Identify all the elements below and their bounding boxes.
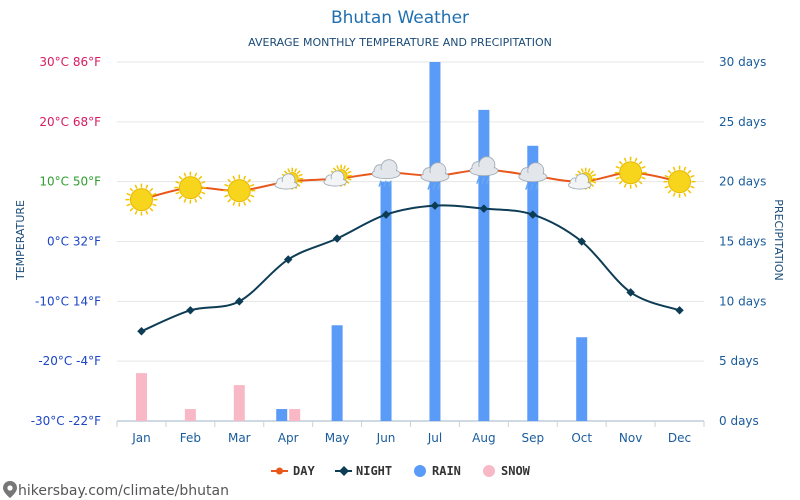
legend: DAY NIGHT RAIN SNOW bbox=[271, 464, 531, 478]
grid-lines bbox=[116, 61, 705, 427]
temperature-tick-label: 0°C 32°F bbox=[47, 235, 101, 249]
snow-bar bbox=[135, 373, 147, 421]
legend-night-label: NIGHT bbox=[356, 464, 392, 478]
sun-icon bbox=[174, 171, 207, 204]
source-link[interactable]: hikersbay.com/climate/bhutan bbox=[3, 481, 229, 499]
cloud-rain-icon bbox=[518, 162, 548, 190]
day-temperature-series bbox=[138, 166, 683, 203]
month-label: Mar bbox=[228, 431, 251, 445]
month-label: Oct bbox=[571, 431, 592, 445]
night-point bbox=[479, 204, 489, 213]
rain-bar bbox=[276, 409, 288, 421]
snow-bar bbox=[184, 409, 196, 421]
legend-item-night[interactable]: NIGHT bbox=[335, 464, 392, 478]
month-label: Jul bbox=[427, 431, 442, 445]
month-label: Nov bbox=[619, 431, 642, 445]
day-line bbox=[141, 168, 680, 201]
night-point bbox=[283, 255, 293, 264]
legend-snow-label: SNOW bbox=[501, 464, 531, 478]
temperature-tick-label: -20°C -4°F bbox=[38, 354, 101, 368]
precipitation-tick-label: 15 days bbox=[719, 235, 766, 249]
rain-bar bbox=[380, 181, 392, 421]
month-label: Jan bbox=[131, 431, 151, 445]
sun-icon bbox=[223, 174, 256, 207]
sun-icon bbox=[614, 156, 647, 189]
rain-bar bbox=[478, 109, 490, 421]
location-pin-icon bbox=[3, 481, 17, 498]
month-axis: Jan Feb Mar Apr May Jun Jul Aug Sep Oct Nov Dec bbox=[131, 431, 691, 445]
legend-item-snow[interactable]: SNOW bbox=[483, 464, 531, 478]
cloud-rain-icon bbox=[469, 156, 499, 184]
sun-icon bbox=[663, 165, 696, 198]
night-point bbox=[332, 234, 342, 243]
precipitation-axis-title: PRECIPITATION bbox=[772, 199, 785, 280]
weather-icons bbox=[125, 156, 696, 216]
night-point bbox=[430, 201, 440, 210]
precipitation-tick-label: 25 days bbox=[719, 115, 766, 129]
month-label: Aug bbox=[472, 431, 495, 445]
partly-cloudy-icon bbox=[568, 167, 597, 190]
night-line bbox=[141, 204, 680, 333]
temperature-axis: -30°C -22°F -20°C -4°F -10°C 14°F 0°C 32°F 1… bbox=[31, 55, 101, 428]
snow-bar bbox=[233, 385, 245, 421]
temperature-tick-label: 30°C 86°F bbox=[39, 55, 101, 69]
night-point bbox=[381, 210, 391, 219]
night-point bbox=[675, 306, 684, 315]
temperature-tick-label: -30°C -22°F bbox=[31, 414, 101, 428]
precipitation-axis: 0 days 5 days 10 days 15 days 20 days 25 days… bbox=[719, 55, 766, 428]
source-url[interactable]: hikersbay.com/climate/bhutan bbox=[18, 483, 229, 499]
chart-subtitle: AVERAGE MONTHLY TEMPERATURE AND PRECIPIT… bbox=[248, 36, 552, 49]
rain-bar bbox=[527, 145, 539, 421]
month-label: Dec bbox=[668, 431, 691, 445]
rain-bar bbox=[331, 325, 343, 421]
precipitation-tick-label: 0 days bbox=[719, 414, 759, 428]
precipitation-tick-label: 30 days bbox=[719, 55, 766, 69]
legend-item-day[interactable]: DAY bbox=[271, 464, 315, 478]
legend-day-label: DAY bbox=[293, 464, 315, 478]
cloud-rain-icon bbox=[420, 162, 450, 190]
rain-bar bbox=[576, 337, 588, 421]
cloud-rain-icon bbox=[371, 159, 401, 187]
chart-title: Bhutan Weather bbox=[331, 8, 469, 28]
snow-bar bbox=[289, 409, 301, 421]
legend-rain-label: RAIN bbox=[432, 464, 461, 478]
precipitation-tick-label: 5 days bbox=[719, 354, 759, 368]
temperature-tick-label: 20°C 68°F bbox=[39, 115, 101, 129]
month-label: Apr bbox=[278, 431, 299, 445]
temperature-tick-label: 10°C 50°F bbox=[39, 175, 101, 189]
night-point bbox=[626, 288, 635, 297]
night-point bbox=[186, 306, 195, 315]
sun-icon bbox=[125, 183, 158, 216]
partly-cloudy-icon bbox=[323, 164, 353, 187]
temperature-tick-label: -10°C 14°F bbox=[35, 294, 101, 308]
month-label: Jun bbox=[376, 431, 396, 445]
month-label: May bbox=[325, 431, 350, 445]
night-point bbox=[137, 327, 146, 336]
precipitation-tick-label: 20 days bbox=[719, 175, 766, 189]
month-label: Feb bbox=[180, 431, 201, 445]
night-temperature-series bbox=[137, 201, 684, 336]
legend-item-rain[interactable]: RAIN bbox=[414, 464, 461, 478]
rain-bar bbox=[429, 62, 441, 421]
temperature-axis-title: TEMPERATURE bbox=[14, 200, 27, 281]
partly-cloudy-icon bbox=[274, 167, 304, 190]
night-point bbox=[235, 297, 244, 306]
month-label: Sep bbox=[521, 431, 544, 445]
precipitation-tick-label: 10 days bbox=[719, 294, 766, 308]
precipitation-bars bbox=[135, 62, 588, 421]
